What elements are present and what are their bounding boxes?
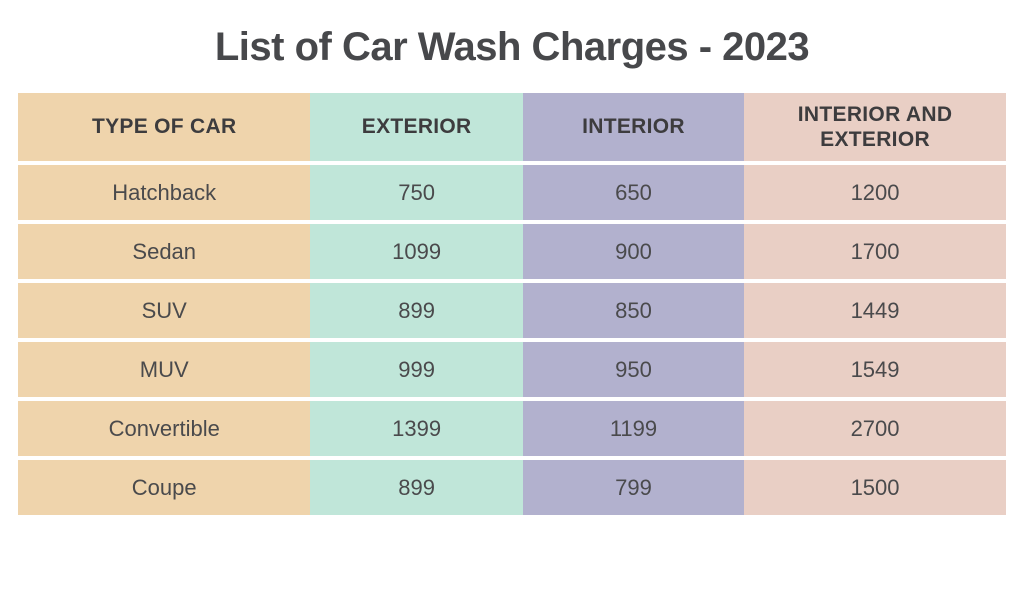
table-row-convertible: Convertible 1399 1199 2700 bbox=[18, 401, 1006, 456]
car-wash-charges-table: TYPE OF CAR EXTERIOR INTERIOR INTERIOR A… bbox=[18, 93, 1006, 515]
header-exterior: EXTERIOR bbox=[310, 93, 523, 161]
cell-exterior-price: 750 bbox=[310, 165, 523, 220]
cell-exterior-price: 899 bbox=[310, 460, 523, 515]
header-interior-and-exterior: INTERIOR AND EXTERIOR bbox=[744, 93, 1006, 161]
table-header-row: TYPE OF CAR EXTERIOR INTERIOR INTERIOR A… bbox=[18, 93, 1006, 161]
cell-interior-exterior-price: 1700 bbox=[744, 224, 1006, 279]
cell-interior-price: 1199 bbox=[522, 401, 745, 456]
header-interior: INTERIOR bbox=[522, 93, 745, 161]
table-row-suv: SUV 899 850 1449 bbox=[18, 283, 1006, 338]
cell-car-type: Hatchback bbox=[18, 165, 311, 220]
table-row-muv: MUV 999 950 1549 bbox=[18, 342, 1006, 397]
cell-exterior-price: 1099 bbox=[310, 224, 523, 279]
cell-exterior-price: 999 bbox=[310, 342, 523, 397]
cell-interior-price: 950 bbox=[522, 342, 745, 397]
cell-car-type: Convertible bbox=[18, 401, 311, 456]
cell-car-type: Coupe bbox=[18, 460, 311, 515]
cell-car-type: MUV bbox=[18, 342, 311, 397]
table-row-sedan: Sedan 1099 900 1700 bbox=[18, 224, 1006, 279]
cell-interior-exterior-price: 1549 bbox=[744, 342, 1006, 397]
cell-interior-exterior-price: 2700 bbox=[744, 401, 1006, 456]
page-title: List of Car Wash Charges - 2023 bbox=[214, 25, 810, 69]
cell-interior-exterior-price: 1500 bbox=[744, 460, 1006, 515]
cell-exterior-price: 1399 bbox=[310, 401, 523, 456]
cell-interior-price: 650 bbox=[522, 165, 745, 220]
header-type-of-car: TYPE OF CAR bbox=[18, 93, 311, 161]
cell-car-type: Sedan bbox=[18, 224, 311, 279]
cell-interior-exterior-price: 1200 bbox=[744, 165, 1006, 220]
table-row-hatchback: Hatchback 750 650 1200 bbox=[18, 165, 1006, 220]
cell-car-type: SUV bbox=[18, 283, 311, 338]
cell-interior-price: 799 bbox=[522, 460, 745, 515]
cell-interior-exterior-price: 1449 bbox=[744, 283, 1006, 338]
cell-exterior-price: 899 bbox=[310, 283, 523, 338]
cell-interior-price: 850 bbox=[522, 283, 745, 338]
table-row-coupe: Coupe 899 799 1500 bbox=[18, 460, 1006, 515]
cell-interior-price: 900 bbox=[522, 224, 745, 279]
